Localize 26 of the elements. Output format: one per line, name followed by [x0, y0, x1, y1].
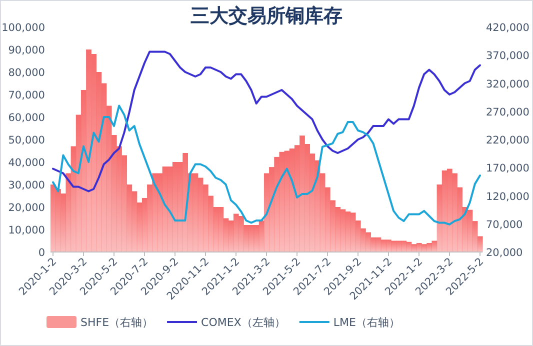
- legend-label: LME（右轴）: [333, 316, 400, 329]
- line-series: [52, 50, 481, 192]
- y-tick-label: 60,000: [8, 112, 45, 124]
- y-tick-label: 40,000: [8, 157, 45, 169]
- y-tick-label: 90,000: [8, 44, 45, 56]
- y-tick-label: 50,000: [8, 134, 45, 146]
- y2-tick-label: 420,000: [486, 22, 530, 34]
- legend-label: SHFE（右轴）: [80, 316, 154, 329]
- y2-tick-label: 170,000: [486, 162, 530, 175]
- y-tick-label: 10,000: [8, 224, 45, 236]
- y-tick-label: 70,000: [8, 90, 45, 102]
- y2-tick-label: 70,000: [486, 218, 523, 231]
- y2-tick-label: 120,000: [486, 190, 530, 203]
- y-tick-label: 0: [38, 247, 45, 259]
- chart-title: 三大交易所铜库存: [190, 5, 342, 27]
- legend-label: COMEX（左轴）: [201, 316, 286, 329]
- y-tick-label: 80,000: [8, 67, 45, 79]
- y-tick-label: 100,000: [2, 22, 45, 34]
- line-series: [52, 104, 481, 226]
- y2-tick-label: 220,000: [486, 134, 530, 146]
- y2-tick-label: 370,000: [486, 50, 530, 62]
- y2-tick-label: 20,000: [486, 247, 523, 259]
- y2-tick-label: 320,000: [486, 78, 530, 90]
- y-tick-label: 30,000: [8, 180, 45, 192]
- y2-tick-label: 270,000: [486, 106, 530, 118]
- y-tick-label: 20,000: [8, 202, 45, 214]
